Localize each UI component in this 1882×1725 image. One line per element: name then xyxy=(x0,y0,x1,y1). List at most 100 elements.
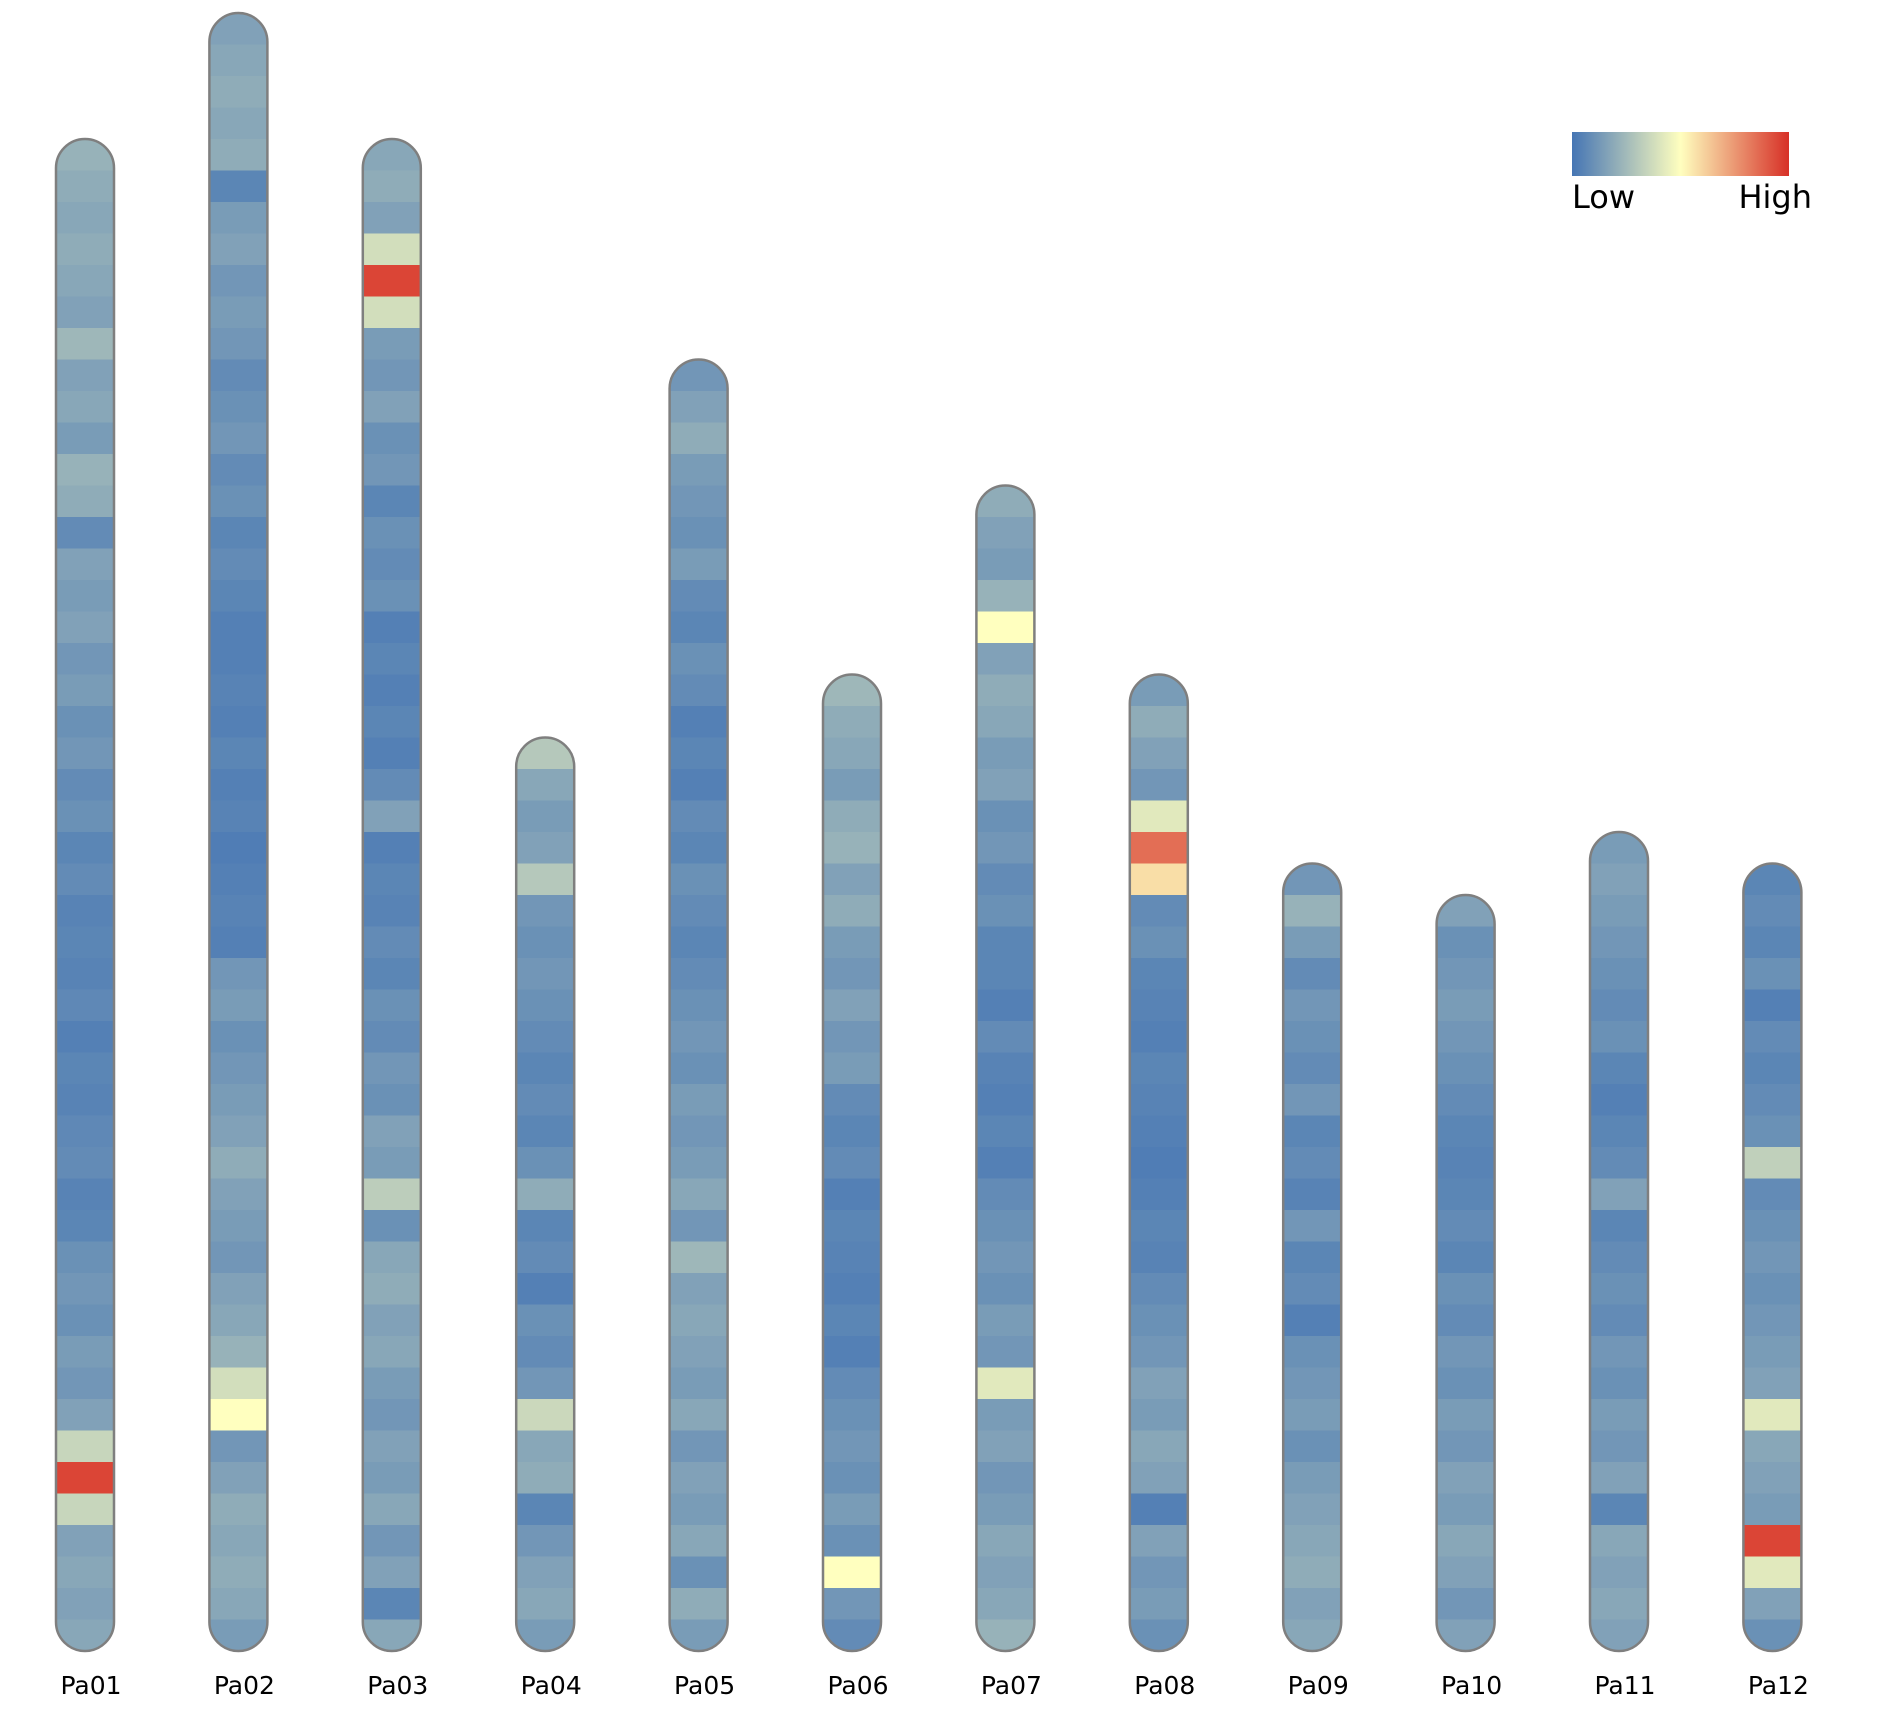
density-bin xyxy=(362,454,421,487)
density-bin xyxy=(209,769,268,802)
chromosome-outline xyxy=(1588,830,1650,1653)
chromosome-outline xyxy=(208,11,269,1653)
density-bin xyxy=(1436,1021,1495,1054)
density-bin xyxy=(1743,1084,1802,1117)
density-bin xyxy=(1129,1178,1188,1211)
density-bin xyxy=(1129,895,1188,928)
density-bin xyxy=(976,1336,1035,1369)
density-bin xyxy=(823,1588,881,1621)
density-bin xyxy=(209,1525,268,1558)
chromosome-label: Pa10 xyxy=(1441,1671,1502,1700)
density-bin xyxy=(1436,1619,1495,1651)
density-bin xyxy=(516,1115,575,1148)
density-bin xyxy=(1590,926,1648,959)
density-bin xyxy=(976,1430,1035,1463)
density-bin xyxy=(209,1052,268,1085)
density-bin xyxy=(823,1178,881,1211)
density-bin xyxy=(1743,1399,1802,1432)
chromosome-label: Pa11 xyxy=(1594,1671,1655,1700)
density-bin xyxy=(362,800,421,833)
density-bin xyxy=(516,1304,575,1337)
density-bin xyxy=(823,706,881,739)
density-bin xyxy=(823,800,881,833)
density-bin xyxy=(362,296,421,329)
density-bin xyxy=(669,611,728,644)
density-bin xyxy=(56,328,114,361)
density-bin xyxy=(1129,1367,1188,1400)
density-bin xyxy=(362,1304,421,1337)
density-bin xyxy=(209,800,268,833)
density-bin xyxy=(362,1210,421,1243)
density-bin xyxy=(1590,1147,1648,1180)
density-bin xyxy=(1283,1241,1342,1274)
density-bin xyxy=(56,1462,114,1495)
chromosome-label: Pa04 xyxy=(521,1671,582,1700)
density-bin xyxy=(56,1210,114,1243)
density-bin xyxy=(1590,1462,1648,1495)
chromosome xyxy=(1743,863,1802,1651)
density-bin xyxy=(669,800,728,833)
density-bin xyxy=(1590,1367,1648,1400)
density-bin xyxy=(976,832,1035,865)
density-bin xyxy=(976,863,1035,896)
density-bin xyxy=(362,1147,421,1180)
legend-low-label: Low xyxy=(1572,178,1635,216)
density-bin xyxy=(976,1241,1035,1274)
density-bin xyxy=(1743,1115,1802,1148)
density-bin xyxy=(669,863,728,896)
density-bin xyxy=(1283,1588,1342,1621)
density-bin xyxy=(1129,1493,1188,1526)
chromosome-label: Pa08 xyxy=(1134,1671,1195,1700)
density-bin xyxy=(56,1115,114,1148)
density-bin xyxy=(669,1084,728,1117)
density-bin xyxy=(976,769,1035,802)
density-bin xyxy=(209,1619,268,1651)
density-bin xyxy=(56,202,114,235)
density-bin xyxy=(56,517,114,550)
chromosome xyxy=(823,674,881,1651)
density-bin xyxy=(1283,1399,1342,1432)
density-bin xyxy=(669,391,728,424)
density-bin xyxy=(209,485,268,518)
density-bin xyxy=(1590,1241,1648,1274)
density-bin xyxy=(56,832,114,865)
density-bin xyxy=(1590,1336,1648,1369)
density-bin xyxy=(209,107,268,140)
density-bin xyxy=(823,1336,881,1369)
density-bin xyxy=(669,1336,728,1369)
density-bin xyxy=(209,832,268,865)
density-bin xyxy=(1129,769,1188,802)
density-bin xyxy=(1436,1147,1495,1180)
density-bin xyxy=(669,958,728,991)
density-bin xyxy=(1743,1493,1802,1526)
density-bin xyxy=(56,674,114,707)
density-bin xyxy=(1129,1336,1188,1369)
density-bin xyxy=(1129,1021,1188,1054)
density-bin xyxy=(362,391,421,424)
density-bin xyxy=(1129,706,1188,739)
density-bin xyxy=(362,422,421,455)
density-bin xyxy=(56,1619,114,1651)
density-bin xyxy=(362,643,421,676)
density-bin xyxy=(56,1430,114,1463)
chromosome xyxy=(362,139,421,1651)
density-bin xyxy=(669,422,728,455)
density-bin xyxy=(1436,926,1495,959)
density-bin xyxy=(1129,989,1188,1022)
density-bin xyxy=(56,958,114,991)
density-bin xyxy=(976,737,1035,770)
density-bin xyxy=(362,1178,421,1211)
density-bin xyxy=(1283,1052,1342,1085)
density-bin xyxy=(823,1493,881,1526)
density-bin xyxy=(56,1588,114,1621)
density-bin xyxy=(976,1367,1035,1400)
density-bin xyxy=(516,958,575,991)
density-bin xyxy=(56,1493,114,1526)
density-bin xyxy=(516,1399,575,1432)
density-bin xyxy=(1590,1052,1648,1085)
density-bin xyxy=(669,1021,728,1054)
density-bin xyxy=(976,1619,1035,1651)
density-bin xyxy=(56,611,114,644)
density-bin xyxy=(669,580,728,613)
density-bin xyxy=(1743,1430,1802,1463)
